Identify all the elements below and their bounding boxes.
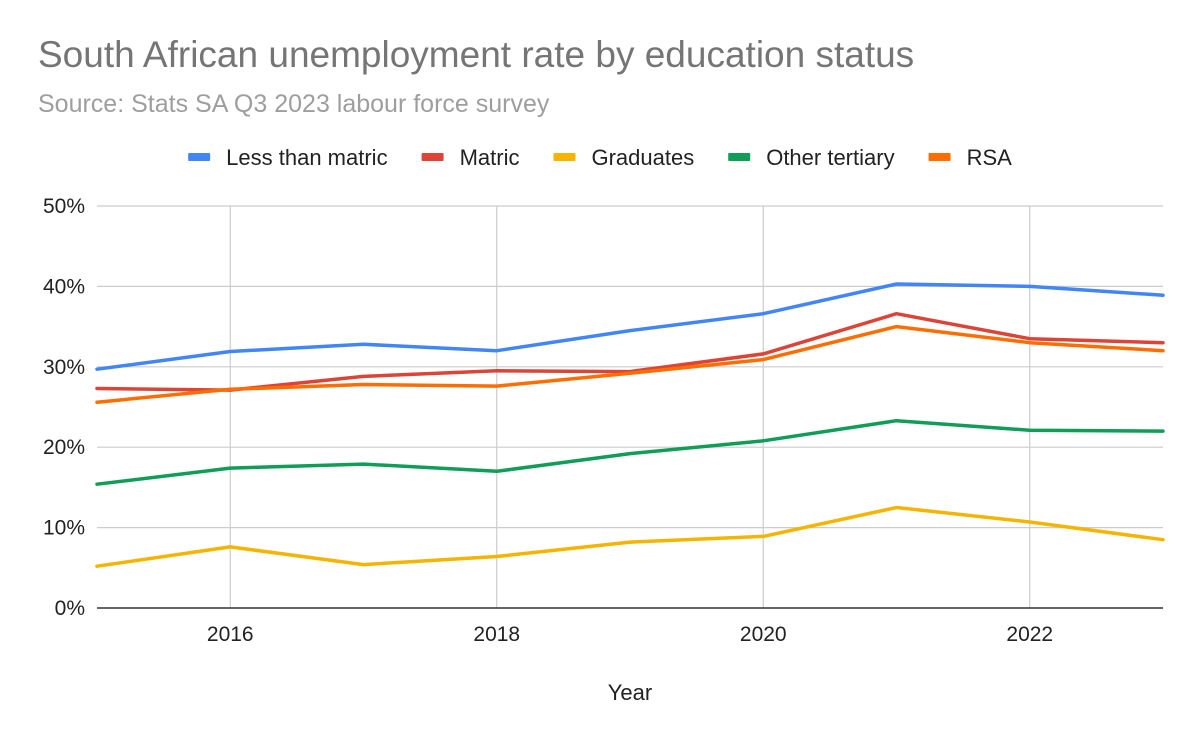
y-tick-label: 50% bbox=[43, 195, 85, 218]
legend-label-rsa: RSA bbox=[967, 145, 1013, 170]
chart-title: South African unemployment rate by educa… bbox=[38, 34, 915, 75]
legend-label-other-tertiary: Other tertiary bbox=[766, 145, 894, 170]
legend-swatch-matric bbox=[421, 153, 444, 161]
y-tick-label: 40% bbox=[43, 275, 85, 298]
x-tick-label: 2020 bbox=[740, 623, 787, 646]
series-line-graduates bbox=[95, 505, 1165, 568]
x-tick-label: 2022 bbox=[1006, 623, 1053, 646]
x-axis-title: Year bbox=[608, 680, 652, 705]
legend-swatch-graduates bbox=[553, 153, 576, 161]
series-line-matric bbox=[95, 311, 1165, 392]
series-line-other-tertiary bbox=[95, 418, 1165, 486]
series-lines bbox=[95, 282, 1165, 568]
legend: Less than matric Matric Graduates Other ter… bbox=[188, 145, 1012, 170]
y-tick-label: 10% bbox=[43, 517, 85, 540]
legend-swatch-rsa bbox=[928, 153, 951, 161]
x-tick-label: 2016 bbox=[207, 623, 254, 646]
grid-lines bbox=[97, 205, 1163, 608]
series-line-less-than-matric bbox=[95, 282, 1165, 371]
legend-swatch-other-tertiary bbox=[728, 153, 751, 161]
chart-subtitle: Source: Stats SA Q3 2023 labour force su… bbox=[38, 90, 550, 118]
legend-swatch-less-than-matric bbox=[188, 153, 211, 161]
legend-label-matric: Matric bbox=[460, 145, 520, 170]
legend-label-graduates: Graduates bbox=[591, 145, 694, 170]
y-tick-label: 0% bbox=[55, 597, 85, 620]
legend-label-less-than-matric: Less than matric bbox=[226, 145, 387, 170]
series-line-rsa bbox=[95, 324, 1165, 404]
y-tick-label: 20% bbox=[43, 436, 85, 459]
x-tick-label: 2018 bbox=[473, 623, 520, 646]
axes: 0% 10% 20% 30% 40% 50% 2016 2018 2020 2022 bbox=[43, 195, 1163, 646]
y-tick-label: 30% bbox=[43, 356, 85, 379]
